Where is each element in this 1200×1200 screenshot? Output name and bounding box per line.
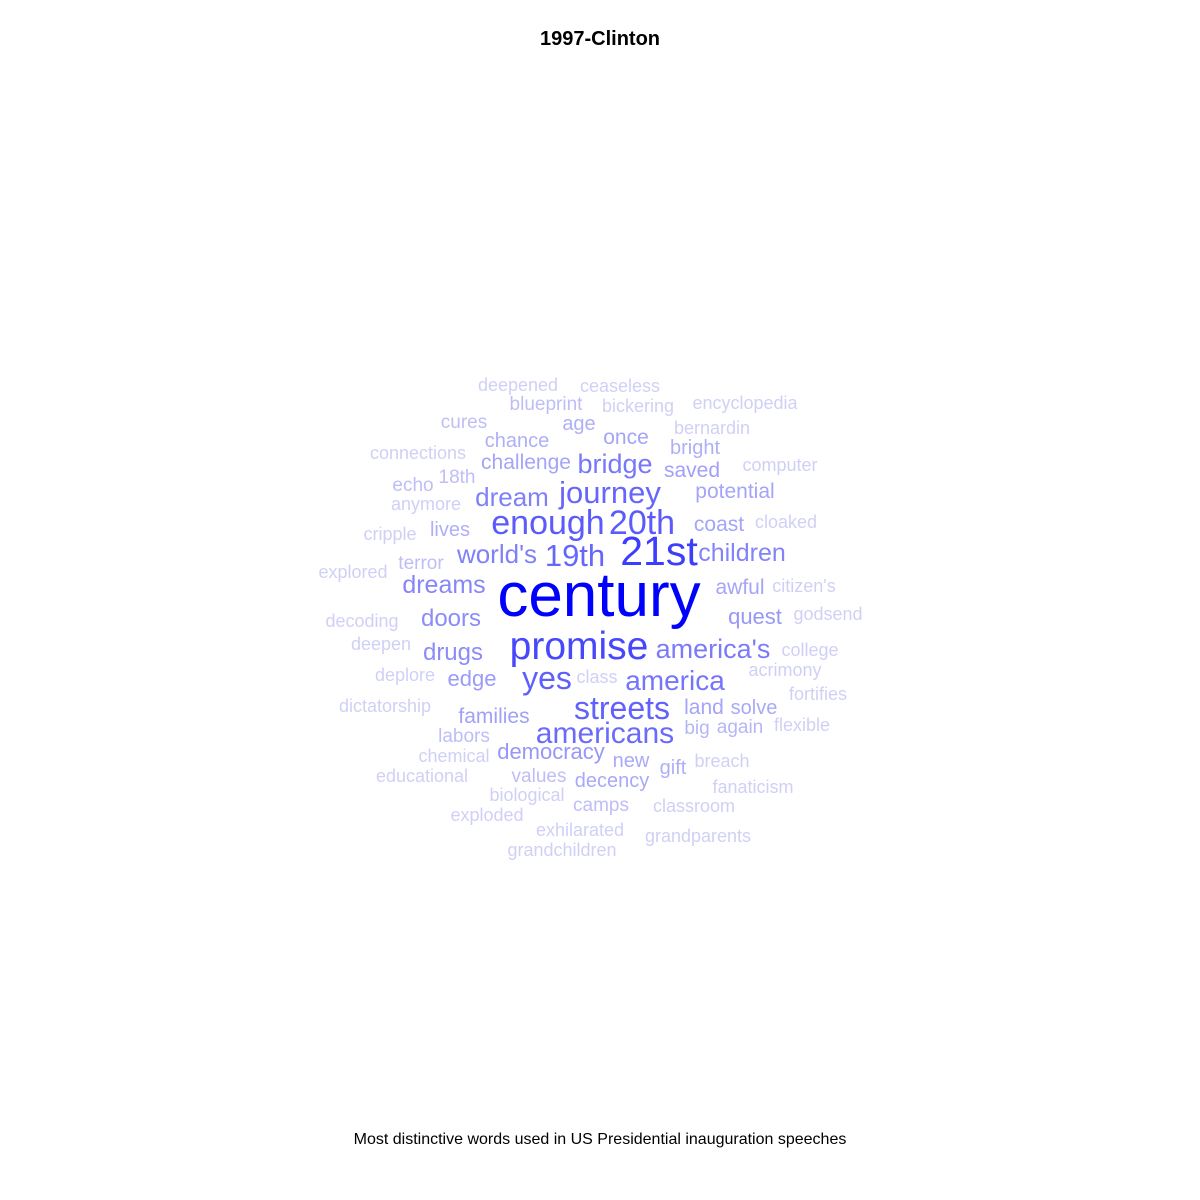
word-terror: terror xyxy=(398,553,444,574)
word-echo: echo xyxy=(392,475,433,496)
word-21st: 21st xyxy=(620,528,698,574)
word-chance: chance xyxy=(485,430,550,452)
word-deepen: deepen xyxy=(351,634,411,654)
word-democracy: democracy xyxy=(497,739,605,764)
word-dictatorship: dictatorship xyxy=(339,696,431,716)
word-deepened: deepened xyxy=(478,375,558,395)
word-grandchildren: grandchildren xyxy=(507,840,616,860)
word-fanaticism: fanaticism xyxy=(712,777,793,797)
word-america-s: america's xyxy=(656,634,771,664)
word-doors: doors xyxy=(421,605,481,632)
word-connections: connections xyxy=(370,443,466,463)
word-cloaked: cloaked xyxy=(755,512,817,532)
word-yes: yes xyxy=(522,660,572,696)
word-streets: streets xyxy=(574,690,670,726)
word-century: century xyxy=(497,561,700,630)
chart-title: 1997-Clinton xyxy=(539,28,661,50)
word-18th: 18th xyxy=(439,467,476,488)
word-classroom: classroom xyxy=(653,796,735,816)
word-americans: americans xyxy=(536,717,674,750)
word-solve: solve xyxy=(731,697,778,719)
word-drugs: drugs xyxy=(423,639,483,666)
word-exhilarated: exhilarated xyxy=(536,820,624,840)
word-grandparents: grandparents xyxy=(645,826,751,846)
word-breach: breach xyxy=(694,751,749,771)
word-enough: enough xyxy=(491,504,604,542)
word-age: age xyxy=(562,413,595,435)
word-decency: decency xyxy=(575,770,650,792)
word-bickering: bickering xyxy=(602,396,674,416)
word-exploded: exploded xyxy=(450,805,523,825)
word-edge: edge xyxy=(448,666,497,691)
word-camps: camps xyxy=(573,795,629,816)
word-gift: gift xyxy=(660,757,687,779)
word-labors: labors xyxy=(438,726,490,747)
word-deplore: deplore xyxy=(375,665,435,685)
word-encyclopedia: encyclopedia xyxy=(692,393,798,413)
word-awful: awful xyxy=(715,576,764,599)
word-quest: quest xyxy=(728,604,782,629)
word-educational: educational xyxy=(376,766,468,786)
word-acrimony: acrimony xyxy=(748,660,821,680)
word-cripple: cripple xyxy=(363,524,416,544)
word-anymore: anymore xyxy=(391,494,461,514)
word-20th: 20th xyxy=(609,504,675,542)
word-america: america xyxy=(625,665,725,696)
word-values: values xyxy=(512,766,567,787)
word-college: college xyxy=(781,640,838,660)
word-families: families xyxy=(458,705,529,728)
word-bridge: bridge xyxy=(577,449,652,479)
word-saved: saved xyxy=(664,459,720,482)
word-children: children xyxy=(698,539,786,567)
word-potential: potential xyxy=(695,480,774,503)
word-challenge: challenge xyxy=(481,451,571,474)
word-world-s: world's xyxy=(456,539,537,569)
word-bernardin: bernardin xyxy=(674,418,750,438)
word-blueprint: blueprint xyxy=(510,394,584,415)
word-lives: lives xyxy=(430,519,470,541)
word-bright: bright xyxy=(670,437,720,459)
word-19th: 19th xyxy=(545,538,605,573)
word-biological: biological xyxy=(489,785,564,805)
word-class: class xyxy=(576,667,617,687)
word-big: big xyxy=(684,718,709,739)
word-chemical: chemical xyxy=(418,746,489,766)
word-promise: promise xyxy=(510,625,649,668)
word-journey: journey xyxy=(558,475,661,510)
chart-caption: Most distinctive words used in US Presid… xyxy=(353,1131,847,1148)
word-dreams: dreams xyxy=(402,571,485,599)
word-citizen-s: citizen's xyxy=(772,576,835,596)
word-coast: coast xyxy=(694,513,744,536)
word-fortifies: fortifies xyxy=(789,684,847,704)
word-again: again xyxy=(717,717,764,738)
word-land: land xyxy=(684,696,724,719)
word-once: once xyxy=(603,426,649,449)
word-godsend: godsend xyxy=(793,604,862,624)
word-dream: dream xyxy=(475,482,549,512)
word-cures: cures xyxy=(441,412,487,433)
word-explored: explored xyxy=(318,562,387,582)
word-computer: computer xyxy=(742,455,817,475)
word-decoding: decoding xyxy=(325,611,398,631)
word-flexible: flexible xyxy=(774,715,830,735)
word-new: new xyxy=(613,750,650,772)
word-ceaseless: ceaseless xyxy=(580,376,660,396)
